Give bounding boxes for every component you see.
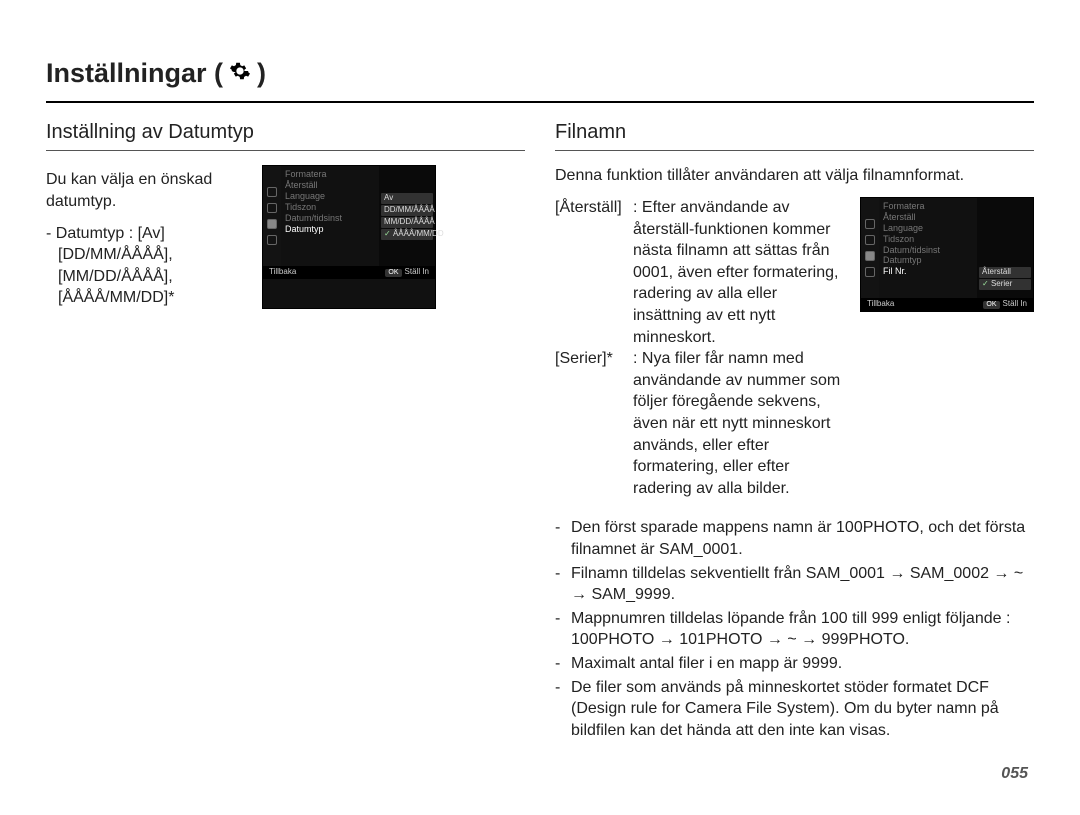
lcd-option: MM/DD/ÅÅÅÅ <box>381 217 433 228</box>
lcd-tab-icon <box>865 219 875 229</box>
lcd-menu-item: Formatera <box>883 202 973 212</box>
list-item: -De filer som används på minneskortet st… <box>555 677 1034 742</box>
ok-pill-icon: OK <box>385 269 401 277</box>
left-opt3: [ÅÅÅÅ/MM/DD]* <box>58 287 246 309</box>
lcd-option: Återställ <box>979 267 1031 278</box>
page-number: 055 <box>1001 763 1028 785</box>
right-intro: Denna funktion tillåter användaren att v… <box>555 165 1034 187</box>
lcd-footer-set-label: Ställ In <box>1003 299 1027 308</box>
list-item-text: Den först sparade mappens namn är 100PHO… <box>571 517 1034 560</box>
lcd-footer-set: OK Ställ In <box>983 300 1027 309</box>
lcd-menu-item: Language <box>285 192 375 202</box>
lcd1-sidebar <box>263 166 281 266</box>
lcd-panel-filnamn: Formatera Återställ Language Tidszon Dat… <box>860 197 1034 312</box>
lcd-menu-item: Datumtyp <box>883 256 973 266</box>
lcd-menu-item: Tidszon <box>883 235 973 245</box>
def-value-serier: : Nya filer får namn med användande av n… <box>633 348 848 499</box>
list-item: -Filnamn tilldelas sekventiellt från SAM… <box>555 563 1034 606</box>
two-column-layout: Inställning av Datumtyp Du kan välja en … <box>46 119 1034 743</box>
left-opt2: [MM/DD/ÅÅÅÅ], <box>58 266 246 288</box>
definition-row: [Serier]* : Nya filer får namn med använ… <box>555 348 848 499</box>
lcd-menu-item-active: Fil Nr. <box>883 267 973 277</box>
right-definitions: [Återställ] : Efter användande av återst… <box>555 197 848 499</box>
lcd2-menu: Formatera Återställ Language Tidszon Dat… <box>879 198 977 298</box>
lcd-menu-item: Datum/tidsinst <box>883 246 973 256</box>
left-column: Inställning av Datumtyp Du kan välja en … <box>46 119 525 743</box>
page-title-row: Inställningar ( ) <box>46 55 1034 103</box>
dash-icon: - <box>555 563 565 606</box>
list-item-text: De filer som används på minneskortet stö… <box>571 677 1034 742</box>
lcd-tab-icon <box>267 235 277 245</box>
left-intro: Du kan välja en önskad datumtyp. <box>46 169 246 212</box>
lcd-option-checked: ÅÅÅÅ/MM/DD <box>381 229 433 240</box>
list-item-text: Mappnumren tilldelas löpande från 100 ti… <box>571 608 1034 651</box>
lcd-menu-item: Language <box>883 224 973 234</box>
page-title-suffix: ) <box>257 55 266 91</box>
lcd-option: DD/MM/ÅÅÅÅ <box>381 205 433 216</box>
bullet-list: -Den först sparade mappens namn är 100PH… <box>555 517 1034 741</box>
list-item: -Maximalt antal filer i en mapp är 9999. <box>555 653 1034 675</box>
list-item-text: Maximalt antal filer i en mapp är 9999. <box>571 653 842 675</box>
def-label-serier: [Serier]* <box>555 348 627 499</box>
lcd-tab-icon <box>267 187 277 197</box>
lcd-menu-item: Återställ <box>285 181 375 191</box>
lcd1-options: Av DD/MM/ÅÅÅÅ MM/DD/ÅÅÅÅ ÅÅÅÅ/MM/DD <box>379 166 435 266</box>
lcd-footer-back: Tillbaka <box>867 300 894 309</box>
lcd2-footer: Tillbaka OK Ställ In <box>861 298 1033 311</box>
lcd-menu-item: Tidszon <box>285 203 375 213</box>
lcd-footer-back: Tillbaka <box>269 268 296 277</box>
lcd-menu-item: Återställ <box>883 213 973 223</box>
lcd-option: Av <box>381 193 433 204</box>
lcd-tab-icon-active <box>267 219 277 229</box>
list-item-text: Filnamn tilldelas sekventiellt från SAM_… <box>571 563 1034 606</box>
lcd-tab-icon-active <box>865 251 875 261</box>
lcd-menu-item: Datum/tidsinst <box>285 214 375 224</box>
right-section-title: Filnamn <box>555 119 1034 151</box>
lcd-tab-icon <box>865 267 875 277</box>
dash-icon: - <box>555 677 565 742</box>
dash-icon: - <box>555 608 565 651</box>
lcd-menu-item-active: Datumtyp <box>285 225 375 235</box>
lcd-panel-datumtyp: Formatera Återställ Language Tidszon Dat… <box>262 165 436 309</box>
definition-row: [Återställ] : Efter användande av återst… <box>555 197 848 348</box>
dash-icon: - <box>555 653 565 675</box>
page-title-prefix: Inställningar ( <box>46 55 223 91</box>
left-text-block: Du kan välja en önskad datumtyp. - Datum… <box>46 165 246 309</box>
left-opt1: [DD/MM/ÅÅÅÅ], <box>58 244 246 266</box>
left-opt-label: - Datumtyp : [Av] <box>46 223 246 245</box>
list-item: -Mappnumren tilldelas löpande från 100 t… <box>555 608 1034 651</box>
lcd-menu-item: Formatera <box>285 170 375 180</box>
gear-icon <box>229 55 251 91</box>
lcd2-options: Återställ Serier <box>977 198 1033 298</box>
dash-icon: - <box>555 517 565 560</box>
lcd1-footer: Tillbaka OK Ställ In <box>263 266 435 279</box>
manual-page: Inställningar ( ) Inställning av Datumty… <box>0 0 1080 815</box>
lcd-tab-icon <box>267 203 277 213</box>
lcd1-menu: Formatera Återställ Language Tidszon Dat… <box>281 166 379 266</box>
lcd-option-checked: Serier <box>979 279 1031 290</box>
def-label-aterstall: [Återställ] <box>555 197 627 348</box>
lcd2-sidebar <box>861 198 879 298</box>
left-section-title: Inställning av Datumtyp <box>46 119 525 151</box>
ok-pill-icon: OK <box>983 301 999 309</box>
right-column: Filnamn Denna funktion tillåter användar… <box>555 119 1034 743</box>
def-value-aterstall: : Efter användande av återställ-funktion… <box>633 197 848 348</box>
lcd-footer-set: OK Ställ In <box>385 268 429 277</box>
lcd-tab-icon <box>865 235 875 245</box>
list-item: -Den först sparade mappens namn är 100PH… <box>555 517 1034 560</box>
lcd-footer-set-label: Ställ In <box>405 267 429 276</box>
